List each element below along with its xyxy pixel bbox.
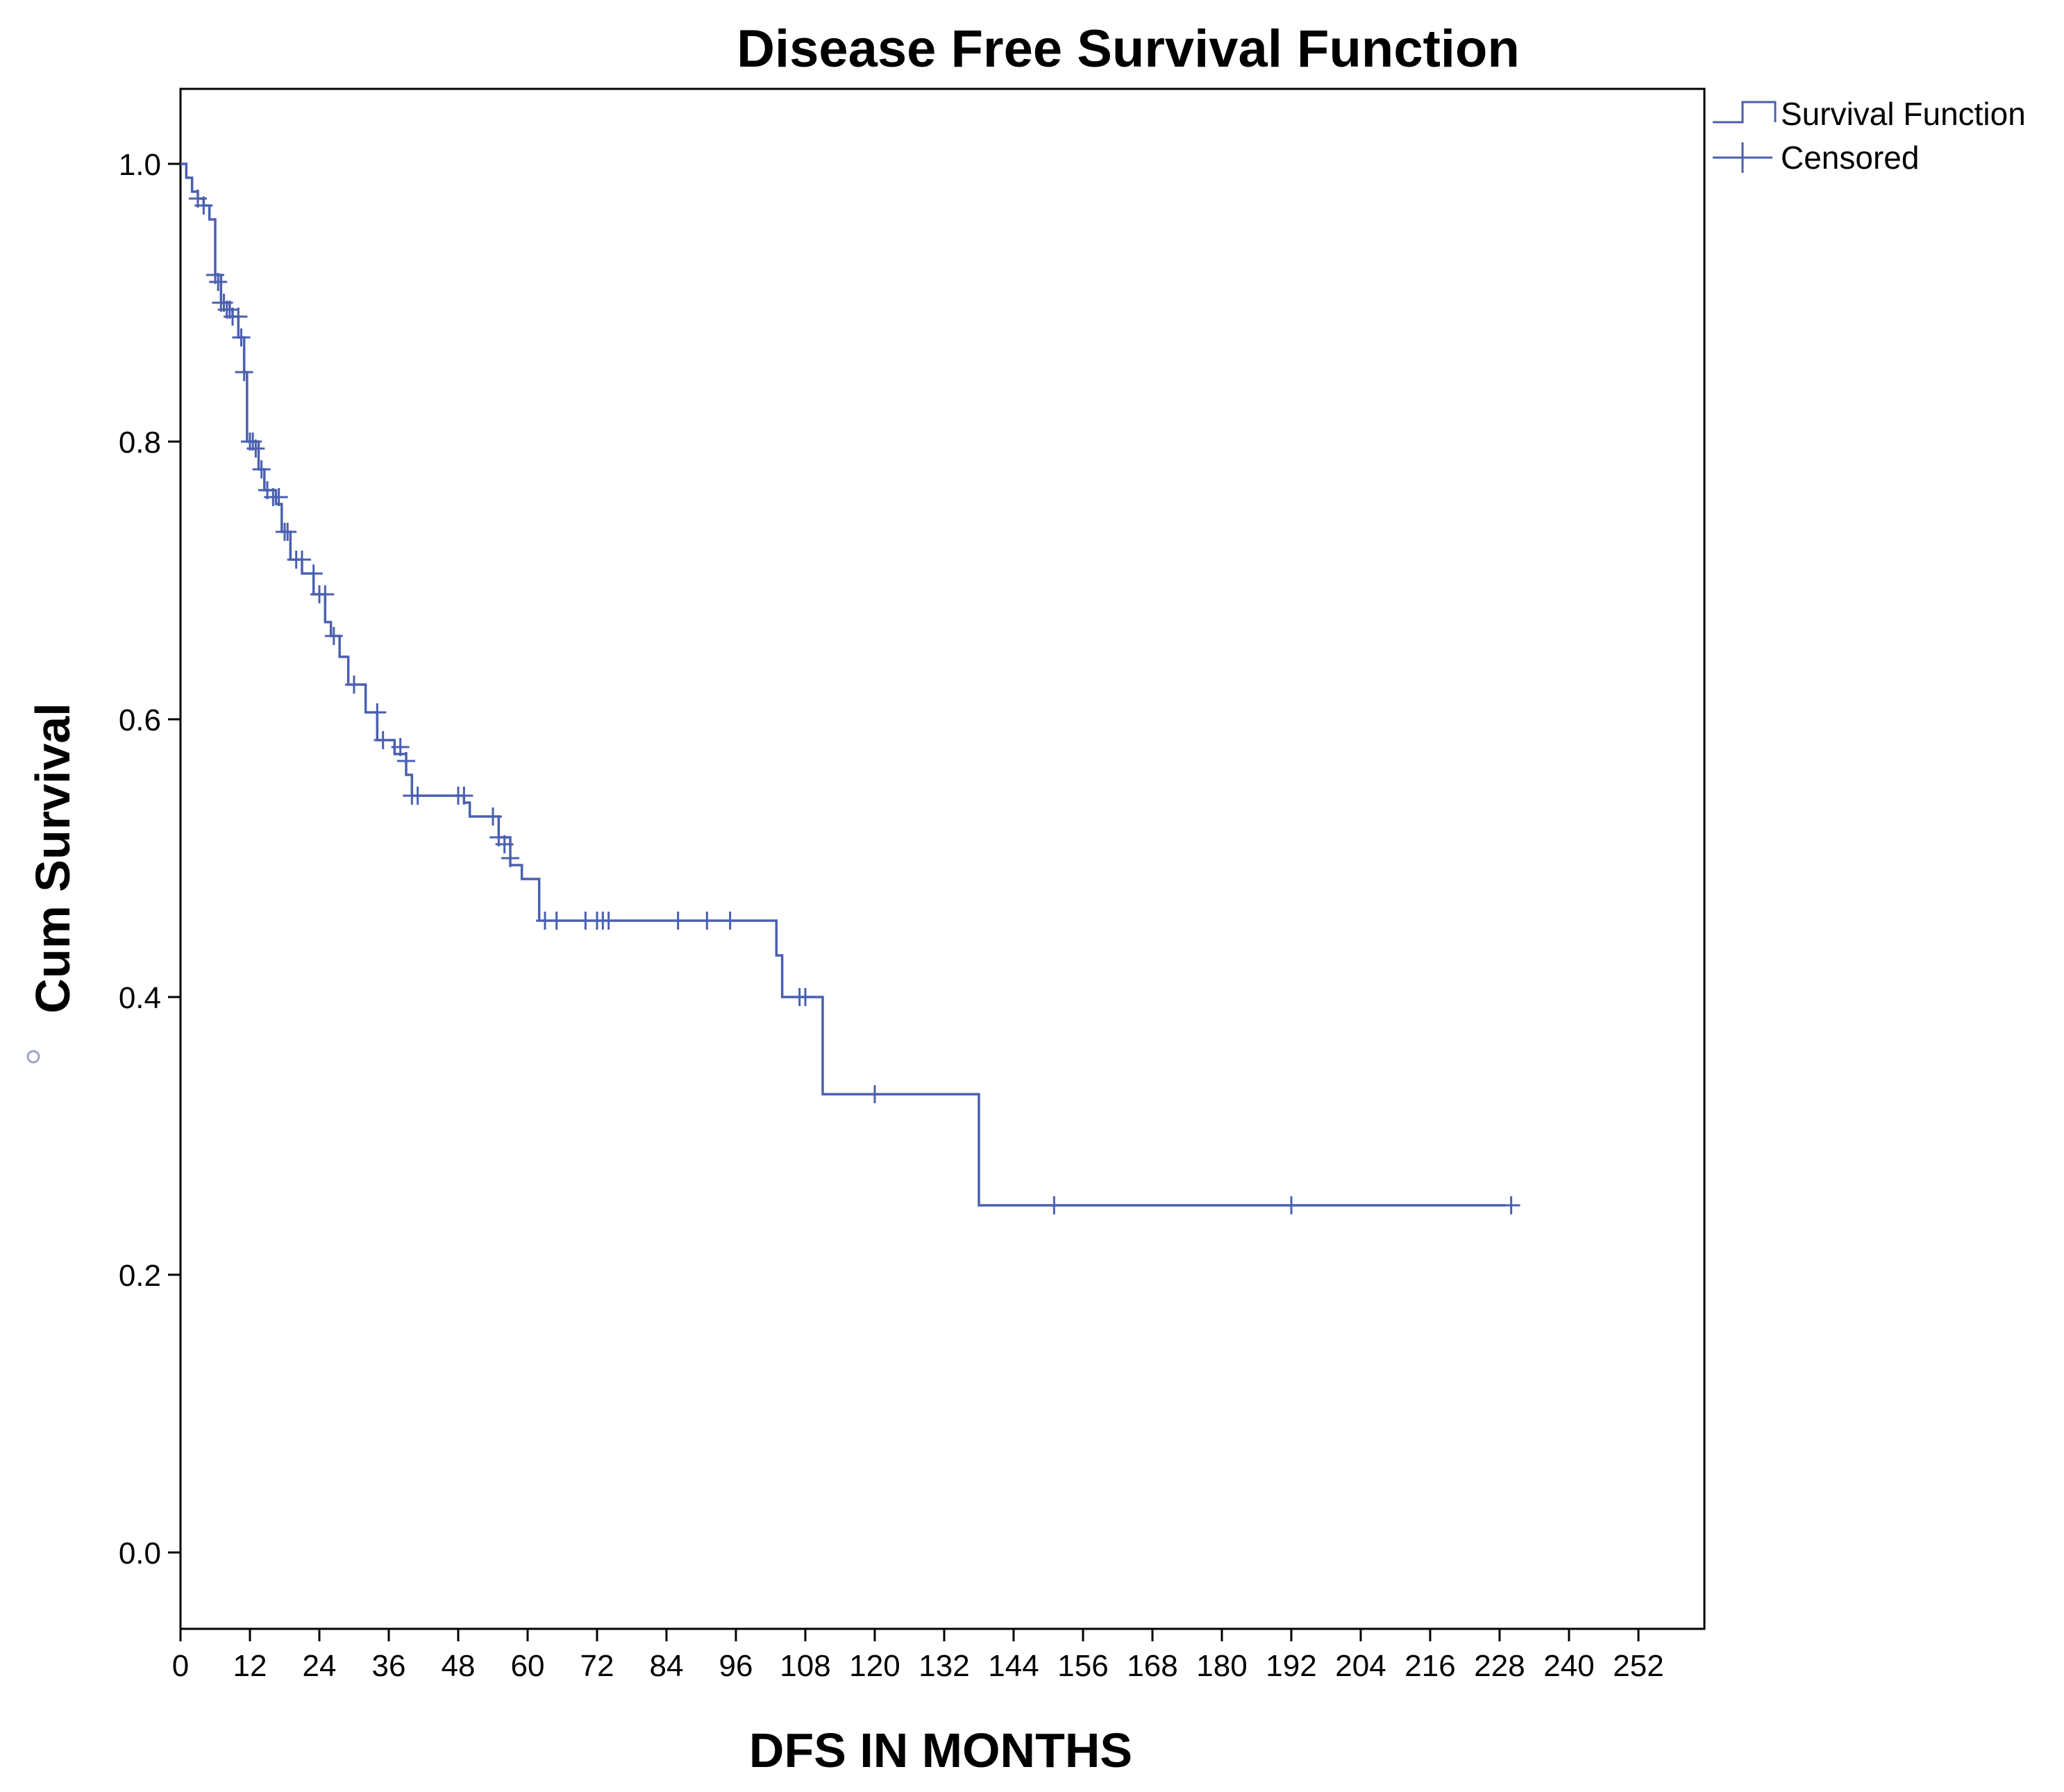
legend-survival-function-swatch	[1713, 101, 1777, 124]
censored-mark	[455, 787, 473, 805]
censored-mark	[293, 551, 311, 569]
censored-mark	[495, 835, 514, 853]
censored-mark	[721, 912, 739, 930]
y-tick-label: 0.8	[119, 426, 161, 460]
legend-censored-label: Censored	[1781, 140, 1919, 176]
censored-mark	[698, 912, 716, 930]
censored-mark	[866, 1085, 884, 1103]
x-tick-label: 48	[442, 1649, 476, 1683]
x-tick-label: 252	[1613, 1649, 1663, 1683]
censored-mark	[278, 523, 297, 541]
x-tick-label: 168	[1127, 1649, 1177, 1683]
legend-survival-function-label: Survival Function	[1781, 96, 2026, 132]
censored-mark	[229, 308, 248, 326]
censored-mark	[1045, 1196, 1064, 1214]
censored-mark	[796, 988, 814, 1006]
chart-title: Disease Free Survival Function	[737, 19, 1520, 78]
x-axis: 0 12 24 36 48 60 72 84 96 108 120 132 144 156 168 180 19…	[172, 1627, 1704, 1683]
censored-mark	[397, 752, 415, 770]
x-tick-label: 204	[1335, 1649, 1386, 1683]
censored-mark	[1282, 1196, 1300, 1214]
x-tick-label: 120	[849, 1649, 900, 1683]
censored-mark	[232, 328, 251, 346]
x-tick-label: 216	[1404, 1649, 1455, 1683]
plot-frame	[179, 87, 1706, 1630]
y-tick-label: 0.6	[119, 703, 161, 737]
x-tick-label: 192	[1266, 1649, 1316, 1683]
censored-mark	[669, 912, 687, 930]
x-tick-label: 60	[511, 1649, 545, 1683]
y-tick-label: 0.4	[119, 981, 161, 1015]
censored-mark	[599, 912, 618, 930]
x-tick-label: 156	[1057, 1649, 1108, 1683]
x-tick-label: 180	[1196, 1649, 1247, 1683]
y-axis: 0.0 0.2 0.4 0.6 0.8 1.0	[119, 89, 182, 1629]
legend: Survival Function Censored	[1713, 96, 2026, 176]
x-tick-label: 84	[650, 1649, 684, 1683]
censored-mark	[391, 738, 410, 756]
censored-mark	[246, 439, 265, 458]
x-tick-label: 36	[372, 1649, 406, 1683]
y-axis-title: Cum Survival	[26, 703, 80, 1013]
censored-mark	[374, 731, 392, 749]
censored-mark	[547, 912, 566, 930]
x-tick-label: 96	[719, 1649, 753, 1683]
x-tick-label: 12	[233, 1649, 267, 1683]
censored-mark	[368, 703, 387, 721]
censored-mark	[269, 488, 288, 506]
x-tick-label: 0	[172, 1649, 189, 1683]
plot-area	[179, 87, 1706, 1630]
x-tick-label: 108	[780, 1649, 830, 1683]
censored-mark	[408, 787, 427, 805]
x-tick-label: 240	[1543, 1649, 1594, 1683]
censored-mark	[324, 627, 343, 645]
censored-mark	[1502, 1196, 1520, 1214]
censored-series	[189, 190, 1520, 1214]
y-tick-label: 0.2	[119, 1259, 161, 1293]
x-tick-label: 72	[580, 1649, 614, 1683]
censored-mark	[252, 460, 271, 478]
censored-mark	[345, 676, 363, 694]
censored-mark	[209, 273, 228, 291]
censored-mark	[304, 564, 323, 583]
x-tick-label: 144	[988, 1649, 1039, 1683]
censored-mark	[235, 363, 253, 381]
censored-mark	[194, 196, 213, 215]
censored-mark	[316, 585, 335, 603]
y-tick-label: 0.0	[119, 1536, 161, 1571]
censored-mark	[484, 807, 502, 826]
x-tick-label: 132	[918, 1649, 969, 1683]
x-tick-label: 228	[1474, 1649, 1525, 1683]
stray-marker-dot	[26, 1050, 40, 1064]
x-axis-title: DFS IN MONTHS	[749, 1723, 1132, 1777]
censored-mark	[501, 849, 519, 867]
x-tick-label: 24	[303, 1649, 337, 1683]
y-tick-label: 1.0	[119, 148, 161, 182]
